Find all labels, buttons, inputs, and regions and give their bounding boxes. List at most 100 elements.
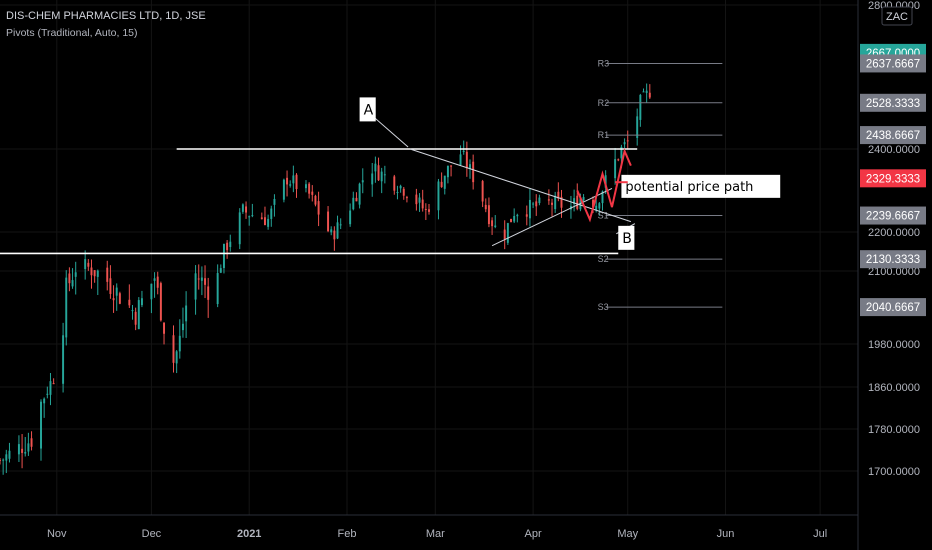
pivot-label-r1: R1 xyxy=(598,130,610,140)
candle-body xyxy=(43,398,46,404)
candle-body xyxy=(2,459,5,461)
candle-body xyxy=(24,452,27,454)
candle-body xyxy=(371,173,374,185)
x-tick-label: Mar xyxy=(426,528,445,540)
candle-body xyxy=(185,305,188,322)
candle-body xyxy=(481,181,484,202)
candle-body xyxy=(0,459,1,461)
candle-body xyxy=(547,199,550,201)
candle-body xyxy=(484,204,487,210)
candle-body xyxy=(8,450,11,459)
candle-body xyxy=(251,215,254,217)
candle-body xyxy=(443,175,446,189)
candle-body xyxy=(399,185,402,189)
candle-body xyxy=(194,273,197,300)
candle-body xyxy=(314,195,317,205)
candle-body xyxy=(311,191,314,195)
x-tick-label: Apr xyxy=(525,528,542,540)
candle-body xyxy=(172,335,175,363)
candle-body xyxy=(241,204,244,212)
candle-body xyxy=(282,179,285,200)
candle-body xyxy=(178,335,181,352)
candle-body xyxy=(137,300,140,330)
candle-body xyxy=(270,208,273,219)
candle-body xyxy=(645,90,648,93)
candle-body xyxy=(238,212,241,245)
candle-body xyxy=(437,181,440,211)
candle-body xyxy=(506,223,509,243)
candle-body xyxy=(355,197,358,202)
candle-body xyxy=(286,177,289,185)
candle-body xyxy=(595,205,598,211)
pivot-levels: R3 R2 R1 S1 S2 S3 xyxy=(598,58,723,312)
candle-body xyxy=(200,277,203,281)
candle-body xyxy=(648,92,651,98)
pivot-label-r3: R3 xyxy=(598,58,610,68)
candle-body xyxy=(623,142,626,145)
candle-body xyxy=(528,199,531,219)
candle-body xyxy=(516,214,519,217)
candle-body xyxy=(377,165,380,181)
svg-text:B: B xyxy=(622,231,632,247)
candle-body xyxy=(352,197,355,210)
trendline-b[interactable] xyxy=(491,187,613,247)
candle-body xyxy=(229,241,232,247)
candle-body xyxy=(150,283,153,300)
candle-body xyxy=(131,310,134,312)
potential-price-path-label[interactable]: potential price path xyxy=(621,174,781,198)
candle-body xyxy=(349,210,352,225)
candle-body xyxy=(465,151,468,169)
potential-price-path[interactable] xyxy=(576,147,632,223)
grid-lines xyxy=(0,0,858,515)
candle-body xyxy=(292,175,295,184)
svg-text:A: A xyxy=(364,102,374,118)
candle-body xyxy=(65,277,68,338)
candle-body xyxy=(308,183,311,194)
x-tick-label: May xyxy=(617,528,638,540)
y-tick-label: 1780.0000 xyxy=(868,424,920,436)
pointer-a xyxy=(369,113,409,148)
candle-body xyxy=(74,272,77,277)
candle-body xyxy=(30,438,33,447)
candle-body xyxy=(560,196,563,208)
candle-body xyxy=(626,140,629,142)
candle-body xyxy=(93,270,96,277)
candle-body xyxy=(330,229,333,233)
candle-body xyxy=(219,268,222,273)
svg-text:2438.6667: 2438.6667 xyxy=(866,130,920,142)
candle-body xyxy=(639,94,642,120)
candle-body xyxy=(462,150,465,152)
label-b[interactable]: B xyxy=(618,225,635,250)
candle-body xyxy=(273,198,276,205)
candle-body xyxy=(49,381,52,395)
candle-body xyxy=(317,201,320,215)
svg-text:potential price path: potential price path xyxy=(625,180,753,195)
candle-body xyxy=(245,206,248,213)
trendline-a[interactable] xyxy=(409,148,632,223)
price-badge: 2329.3333 xyxy=(860,169,926,188)
pivot-label-s1: S1 xyxy=(598,211,609,221)
candle-body xyxy=(289,184,292,186)
candle-body xyxy=(374,163,377,172)
candle-body xyxy=(52,383,55,385)
candle-body xyxy=(21,448,24,453)
candle-body xyxy=(156,276,159,288)
candle-body xyxy=(601,191,604,204)
pivot-label-r2: R2 xyxy=(598,98,610,108)
candle-body xyxy=(554,195,557,210)
indicator-label: Pivots (Traditional, Auto, 15) xyxy=(6,27,138,39)
candle-body xyxy=(380,171,383,182)
candle-body xyxy=(418,197,421,203)
candle-body xyxy=(197,278,200,280)
svg-text:2528.3333: 2528.3333 xyxy=(866,98,920,110)
candle-body xyxy=(153,278,156,281)
candle-body xyxy=(428,209,430,212)
label-a[interactable]: A xyxy=(359,97,376,122)
price-badges: 2667.00002637.66672528.33332438.66672329… xyxy=(860,43,926,317)
candle-body xyxy=(636,116,639,138)
candle-body xyxy=(216,273,219,305)
candle-body xyxy=(5,454,8,461)
